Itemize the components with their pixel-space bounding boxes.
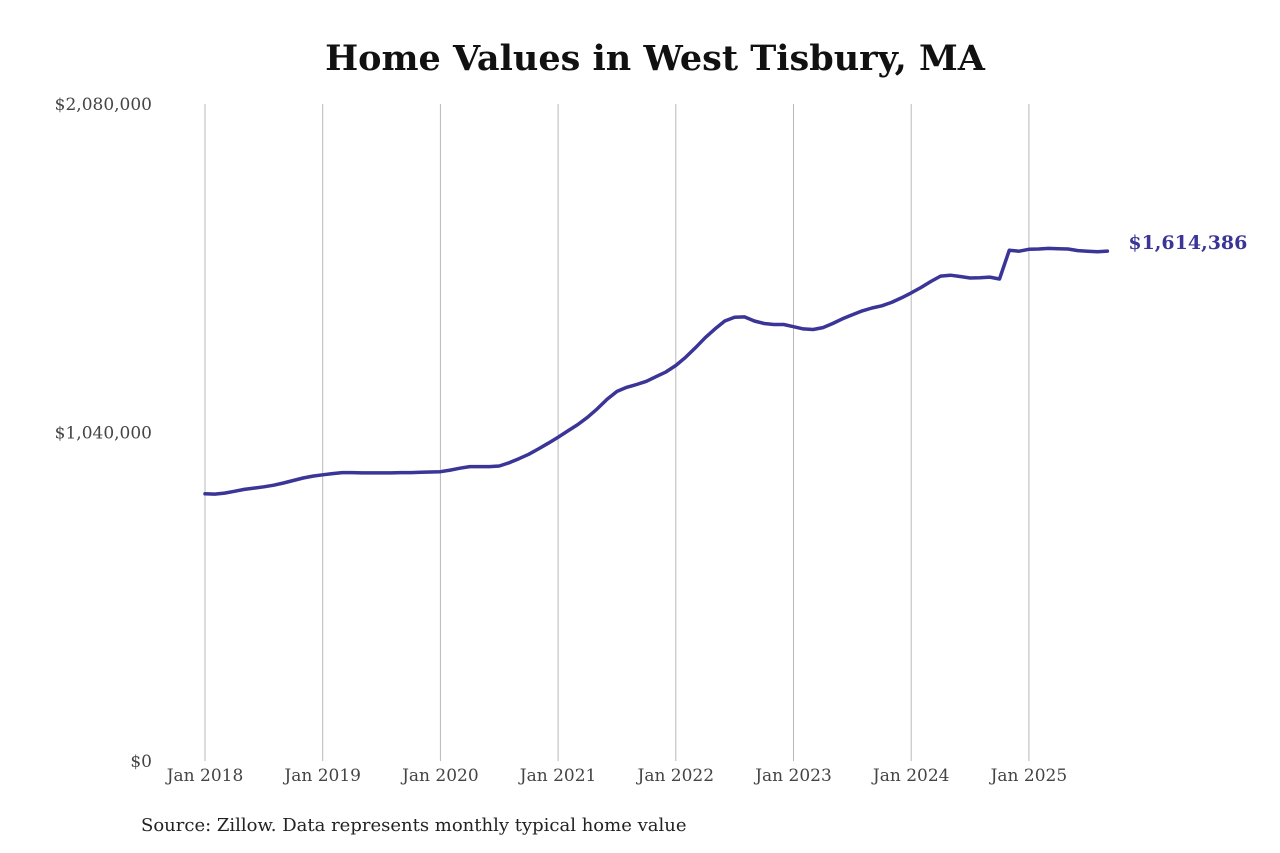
x-axis: Jan 2018 Jan 2019 Jan 2020 Jan 2021 Jan 2022… — [165, 766, 1067, 786]
gridlines — [204, 104, 1030, 761]
y-axis: $0 $1,040,000 $2,080,000 — [55, 95, 152, 772]
source-note: Source: Zillow. Data represents monthly … — [141, 815, 687, 836]
latest-value-label: $1,614,386 — [1128, 232, 1247, 254]
y-tick-label-2: $2,080,000 — [55, 95, 152, 115]
x-tick-label-5: Jan 2023 — [753, 766, 832, 786]
y-tick-label-0: $0 — [130, 752, 152, 772]
chart-title: Home Values in West Tisbury, MA — [325, 38, 985, 79]
x-tick-label-6: Jan 2024 — [871, 766, 950, 786]
x-tick-label-7: Jan 2025 — [989, 766, 1068, 786]
x-tick-label-0: Jan 2018 — [165, 766, 244, 786]
y-tick-label-1: $1,040,000 — [55, 424, 152, 444]
home-value-line — [203, 246, 1110, 496]
x-tick-label-1: Jan 2019 — [282, 766, 361, 786]
x-tick-label-3: Jan 2021 — [518, 766, 597, 786]
x-tick-label-4: Jan 2022 — [636, 766, 715, 786]
x-tick-label-2: Jan 2020 — [400, 766, 479, 786]
